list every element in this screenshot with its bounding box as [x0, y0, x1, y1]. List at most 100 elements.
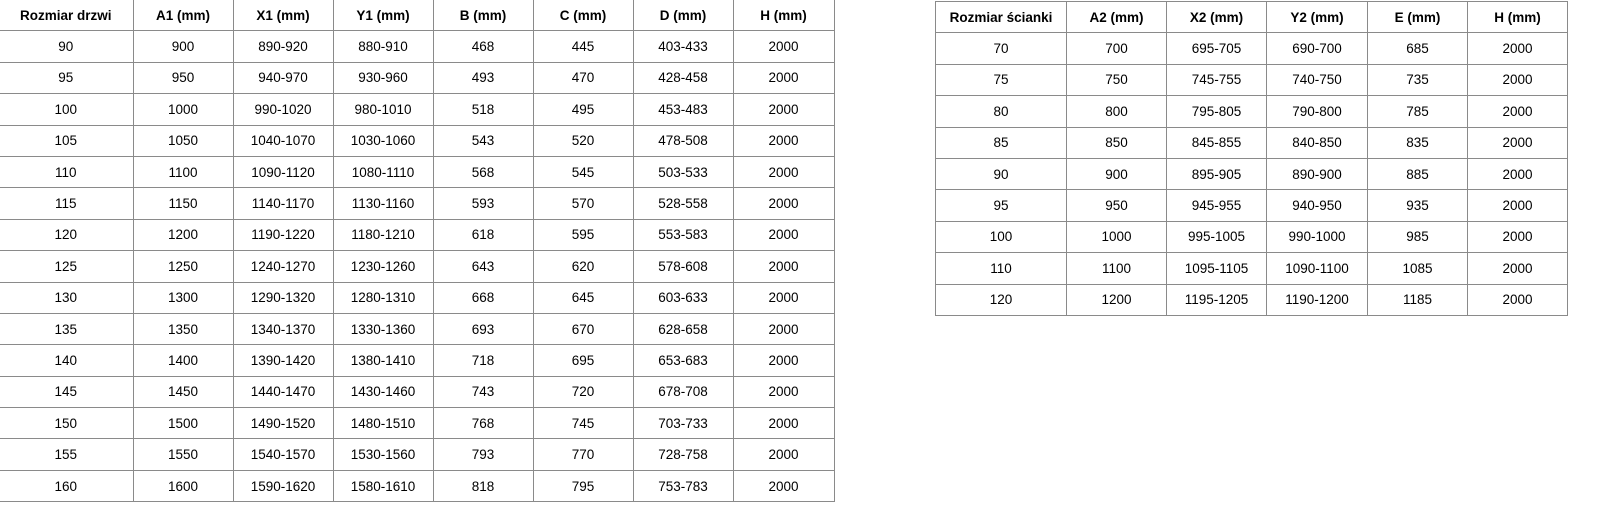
column-header: X2 (mm): [1166, 0, 1267, 34]
table-cell: 890-900: [1266, 157, 1368, 191]
table-cell: 745: [532, 407, 634, 440]
table-cell: 1080-1110: [332, 155, 434, 189]
table-cell: 130: [0, 281, 134, 314]
table-cell: 653-683: [632, 344, 734, 377]
table-cell: 2000: [1467, 189, 1568, 222]
table-cell: 595: [532, 218, 634, 252]
table-cell: 578-608: [632, 250, 734, 283]
table-cell: 1200: [132, 218, 234, 252]
column-header: Y1 (mm): [332, 0, 434, 32]
table-cell: 528-558: [632, 187, 734, 220]
table-cell: 2000: [1467, 32, 1568, 65]
header-row: Rozmiar drzwi A1 (mm) X1 (mm) Y1 (mm) B (mm)…: [0, 0, 835, 32]
table-cell: 990-1000: [1266, 220, 1368, 254]
table-cell: 2000: [732, 281, 835, 314]
table-cell: 1500: [132, 407, 234, 440]
table-cell: 1530-1560: [332, 438, 434, 471]
table-row: 70 700 695-705 690-700 685 2000: [935, 32, 1568, 65]
table-cell: 1190-1220: [232, 218, 334, 252]
table-cell: 90: [0, 30, 134, 63]
table-cell: 1030-1060: [332, 124, 434, 157]
column-header: C (mm): [532, 0, 634, 32]
table-cell: 518: [432, 93, 534, 126]
table-cell: 793: [432, 438, 534, 471]
table-row: 120 1200 1195-1205 1190-1200 1185 2000: [935, 283, 1568, 316]
table-cell: 720: [532, 375, 634, 409]
table-cell: 1280-1310: [332, 281, 434, 314]
table-cell: 950: [132, 61, 234, 95]
table-cell: 2000: [1467, 220, 1568, 254]
table-cell: 110: [0, 155, 134, 189]
table-cell: 1430-1460: [332, 375, 434, 409]
table-cell: 2000: [732, 218, 835, 252]
table-cell: 1240-1270: [232, 250, 334, 283]
table-cell: 845-855: [1166, 126, 1267, 159]
table-cell: 135: [0, 312, 134, 346]
table-cell: 618: [432, 218, 534, 252]
table-cell: 2000: [732, 469, 835, 503]
table-cell: 2000: [732, 407, 835, 440]
table-cell: 2000: [732, 30, 835, 63]
table-cell: 70: [935, 32, 1067, 65]
table-cell: 940-970: [232, 61, 334, 95]
table-cell: 155: [0, 438, 134, 471]
table-cell: 85: [935, 126, 1067, 159]
table-cell: 1440-1470: [232, 375, 334, 409]
table-cell: 700: [1066, 32, 1167, 65]
table-cell: 670: [532, 312, 634, 346]
table-cell: 95: [0, 61, 134, 95]
table-cell: 900: [132, 30, 234, 63]
table-cell: 545: [532, 155, 634, 189]
column-header: A1 (mm): [132, 0, 234, 32]
table-cell: 403-433: [632, 30, 734, 63]
table-cell: 1330-1360: [332, 312, 434, 346]
table-cell: 1300: [132, 281, 234, 314]
table-row: 130 1300 1290-1320 1280-1310 668 645 603-633 20…: [0, 281, 835, 314]
table-cell: 2000: [1467, 63, 1568, 97]
table-cell: 850: [1066, 126, 1167, 159]
table-cell: 985: [1367, 220, 1468, 254]
table-cell: 1000: [1066, 220, 1167, 254]
table-cell: 1400: [132, 344, 234, 377]
table-cell: 2000: [732, 344, 835, 377]
table-row: 160 1600 1590-1620 1580-1610 818 795 753-783 20…: [0, 469, 835, 503]
table-cell: 1340-1370: [232, 312, 334, 346]
table-row: 140 1400 1390-1420 1380-1410 718 695 653-683 20…: [0, 344, 835, 377]
table-row: 110 1100 1090-1120 1080-1110 568 545 503-533 20…: [0, 155, 835, 189]
table-cell: 880-910: [332, 30, 434, 63]
table-row: 115 1150 1140-1170 1130-1160 593 570 528-558 20…: [0, 187, 835, 220]
table-cell: 90: [935, 157, 1067, 191]
table-row: 100 1000 995-1005 990-1000 985 2000: [935, 220, 1568, 254]
table-cell: 945-955: [1166, 189, 1267, 222]
table-cell: 818: [432, 469, 534, 503]
table-cell: 785: [1367, 95, 1468, 128]
table-cell: 2000: [1467, 95, 1568, 128]
table-cell: 1190-1200: [1266, 283, 1368, 316]
table-cell: 1490-1520: [232, 407, 334, 440]
table-cell: 695: [532, 344, 634, 377]
table-cell: 503-533: [632, 155, 734, 189]
table-cell: 160: [0, 469, 134, 503]
table-row: 90 900 895-905 890-900 885 2000: [935, 157, 1568, 191]
table-cell: 1550: [132, 438, 234, 471]
table-cell: 995-1005: [1166, 220, 1267, 254]
table-cell: 750: [1066, 63, 1167, 97]
table-cell: 885: [1367, 157, 1468, 191]
column-header: H (mm): [1467, 0, 1568, 34]
table-cell: 100: [935, 220, 1067, 254]
table-cell: 1230-1260: [332, 250, 434, 283]
table-row: 90 900 890-920 880-910 468 445 403-433 2000: [0, 30, 835, 63]
table-cell: 2000: [732, 155, 835, 189]
table-cell: 695-705: [1166, 32, 1267, 65]
table-cell: 115: [0, 187, 134, 220]
column-header: D (mm): [632, 0, 734, 32]
table-cell: 453-483: [632, 93, 734, 126]
table-row: 135 1350 1340-1370 1330-1360 693 670 628-658 20…: [0, 312, 835, 346]
table-cell: 690-700: [1266, 32, 1368, 65]
table-cell: 895-905: [1166, 157, 1267, 191]
column-header: X1 (mm): [232, 0, 334, 32]
table-cell: 1100: [132, 155, 234, 189]
table-cell: 80: [935, 95, 1067, 128]
table-cell: 1195-1205: [1166, 283, 1267, 316]
table-cell: 840-850: [1266, 126, 1368, 159]
